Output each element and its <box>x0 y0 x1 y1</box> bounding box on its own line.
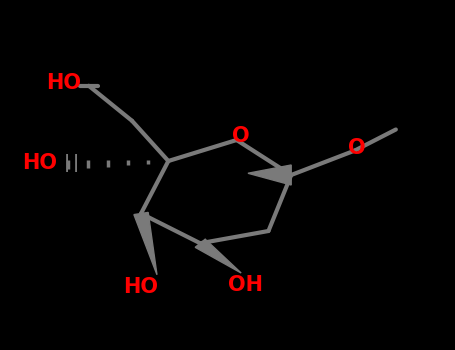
Text: HO: HO <box>124 277 158 297</box>
Text: O: O <box>349 138 366 158</box>
Polygon shape <box>134 212 157 275</box>
Text: OH: OH <box>228 275 263 295</box>
Text: HO: HO <box>46 73 81 93</box>
Text: HO: HO <box>22 153 57 174</box>
Text: |: | <box>72 154 79 173</box>
Polygon shape <box>248 165 291 185</box>
Text: |: | <box>64 154 71 173</box>
Text: O: O <box>233 126 250 146</box>
Polygon shape <box>195 239 241 273</box>
